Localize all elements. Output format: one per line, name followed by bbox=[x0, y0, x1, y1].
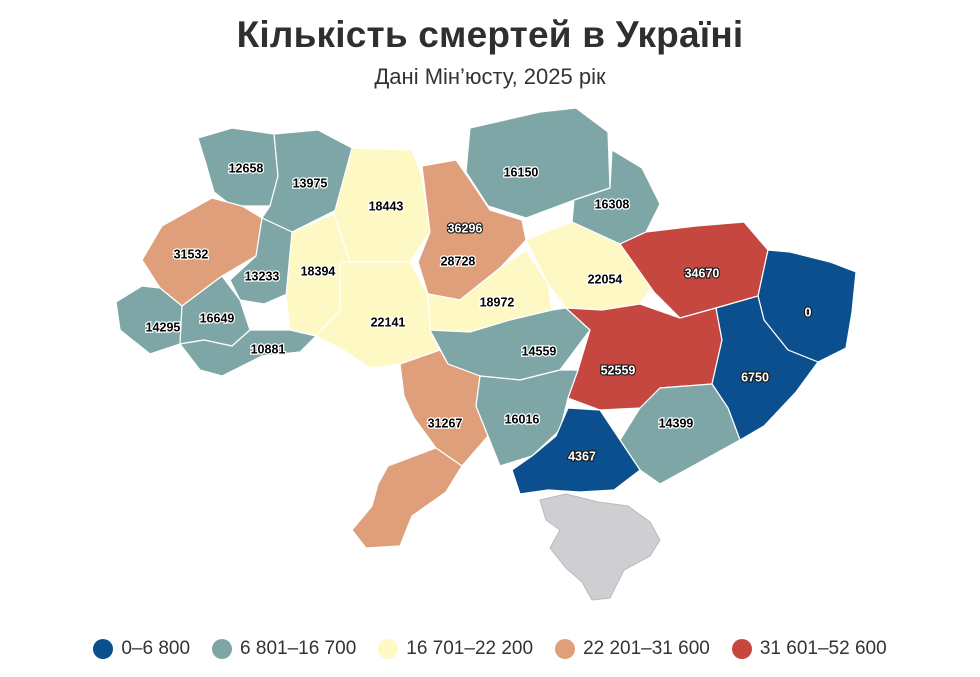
region-value-label-21: 31267 bbox=[428, 416, 463, 430]
region-value-label-16: 22141 bbox=[371, 315, 406, 329]
region-value-label-11: 34670 bbox=[685, 266, 720, 280]
region-value-label-24: 4367 bbox=[568, 449, 596, 463]
legend-swatch-bin-5 bbox=[731, 639, 752, 659]
legend-item-bin-3[interactable]: 16 701–22 200 bbox=[378, 638, 533, 660]
region-value-label-9: 28728 bbox=[441, 254, 476, 268]
legend-item-bin-1[interactable]: 0–6 800 bbox=[93, 638, 190, 660]
legend-swatch-bin-2 bbox=[212, 639, 233, 659]
legend-label-bin-4: 22 201–31 600 bbox=[583, 638, 710, 659]
region-crimea-no-data bbox=[539, 493, 661, 601]
region-value-label-0: 12658 bbox=[229, 161, 264, 175]
region-value-label-23: 14399 bbox=[659, 416, 694, 430]
region-value-label-15: 16649 bbox=[200, 311, 235, 325]
region-value-label-6: 36296 bbox=[448, 221, 483, 235]
legend-label-bin-3: 16 701–22 200 bbox=[406, 638, 534, 659]
region-shape-24[interactable] bbox=[511, 407, 641, 495]
legend-label-bin-5: 31 601–52 600 bbox=[759, 638, 887, 659]
region-value-label-20: 6750 bbox=[741, 370, 769, 384]
region-value-label-5: 31532 bbox=[174, 247, 209, 261]
region-value-label-2: 18443 bbox=[369, 199, 404, 213]
region-value-label-18: 14559 bbox=[522, 344, 557, 358]
legend-item-bin-2[interactable]: 6 801–16 700 bbox=[212, 638, 356, 660]
region-value-label-19: 52559 bbox=[601, 363, 636, 377]
map-subtitle: Дані Мін’юсту, 2025 рік bbox=[374, 64, 606, 89]
legend-swatch-bin-1 bbox=[93, 639, 114, 659]
region-shape-17[interactable] bbox=[179, 329, 317, 377]
region-value-label-22: 16016 bbox=[505, 412, 540, 426]
region-value-label-13: 18972 bbox=[480, 295, 515, 309]
legend-item-bin-4[interactable]: 22 201–31 600 bbox=[555, 638, 710, 660]
region-value-label-7: 13233 bbox=[245, 269, 280, 283]
legend-swatch-bin-4 bbox=[555, 639, 576, 659]
region-value-label-3: 16150 bbox=[504, 165, 539, 179]
legend-swatch-bin-3 bbox=[378, 639, 399, 659]
region-value-label-4: 16308 bbox=[595, 197, 630, 211]
legend: 0–6 800 6 801–16 700 16 701–22 200 22 20… bbox=[0, 638, 980, 660]
region-value-label-12: 0 bbox=[805, 305, 812, 319]
region-value-label-8: 18394 bbox=[301, 264, 336, 278]
region-value-label-1: 13975 bbox=[293, 176, 328, 190]
region-value-label-10: 22054 bbox=[588, 272, 623, 286]
region-shape-20[interactable] bbox=[711, 295, 819, 441]
region-shape-9[interactable] bbox=[417, 159, 527, 301]
legend-label-bin-2: 6 801–16 700 bbox=[240, 638, 357, 659]
legend-label-bin-1: 0–6 800 bbox=[121, 638, 191, 659]
legend-item-bin-5[interactable]: 31 601–52 600 bbox=[731, 638, 887, 660]
region-value-label-17: 10881 bbox=[251, 342, 286, 356]
map-title: Кількість смертей в Україні bbox=[236, 14, 744, 55]
region-shape-25[interactable] bbox=[351, 447, 463, 549]
region-value-label-14: 14295 bbox=[146, 320, 181, 334]
